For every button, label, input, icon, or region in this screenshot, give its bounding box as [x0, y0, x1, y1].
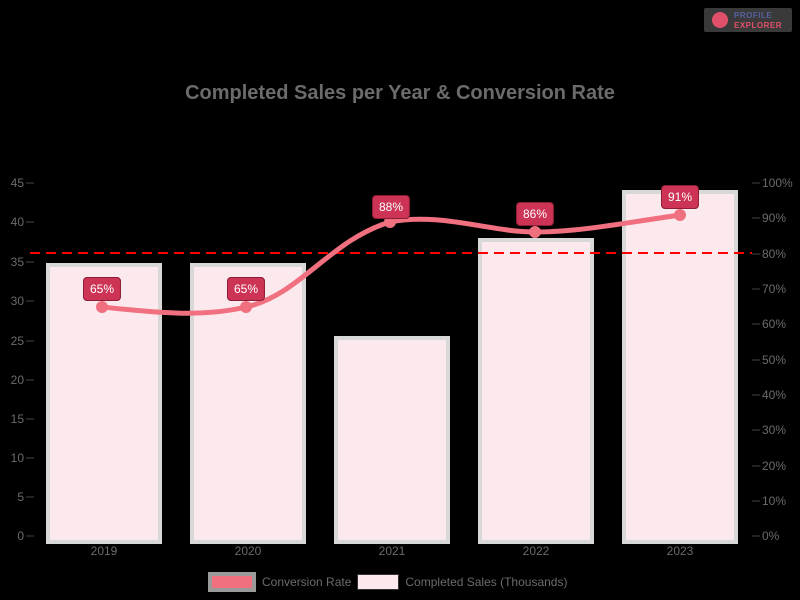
right-tick: 0% — [762, 529, 780, 543]
point-2023[interactable] — [674, 209, 686, 221]
legend-swatch-bar[interactable] — [357, 574, 400, 590]
point-2022[interactable] — [529, 226, 541, 238]
right-tick: 70% — [762, 282, 787, 296]
data-label-2021: 88% — [371, 195, 411, 219]
point-2020[interactable] — [240, 301, 252, 313]
x-tick: 2019 — [90, 544, 118, 558]
data-label-2020: 65% — [226, 277, 266, 301]
right-tick: 80% — [762, 247, 787, 261]
chart-legend: Conversion Rate Completed Sales (Thousan… — [208, 568, 573, 596]
right-tick: 100% — [762, 176, 793, 190]
left-tick: 20 — [10, 373, 24, 387]
left-axis-ticks — [26, 182, 34, 537]
right-tick: 20% — [762, 459, 787, 473]
x-tick: 2021 — [378, 544, 406, 558]
bar-series — [46, 190, 738, 544]
right-axis-ticks — [752, 182, 760, 537]
right-tick: 40% — [762, 388, 787, 402]
logo-text-bottom: EXPLORER — [734, 21, 783, 30]
point-2019[interactable] — [96, 301, 108, 313]
left-tick: 10 — [10, 451, 24, 465]
data-label-2019: 65% — [82, 277, 122, 301]
legend-label-line[interactable]: Conversion Rate — [262, 575, 352, 589]
right-tick: 30% — [762, 423, 787, 437]
x-tick: 2023 — [666, 544, 694, 558]
left-tick: 15 — [10, 412, 24, 426]
right-tick: 10% — [762, 494, 787, 508]
brand-logo: PROFILE EXPLORER — [704, 8, 792, 32]
left-tick: 25 — [10, 334, 24, 348]
chart-title: Completed Sales per Year & Conversion Ra… — [185, 82, 615, 104]
logo-icon — [712, 12, 728, 28]
data-label-2022: 86% — [515, 202, 555, 226]
bar-2023[interactable] — [622, 190, 738, 544]
x-tick: 2020 — [234, 544, 262, 558]
left-tick: 35 — [10, 255, 24, 269]
left-tick: 30 — [10, 294, 24, 308]
left-tick: 5 — [17, 490, 24, 504]
right-tick: 60% — [762, 317, 787, 331]
point-2021[interactable] — [384, 216, 396, 228]
legend-swatch-line[interactable] — [208, 572, 256, 592]
right-tick: 90% — [762, 211, 787, 225]
bar-2022[interactable] — [478, 238, 594, 544]
left-tick: 40 — [10, 215, 24, 229]
conversion-points — [96, 209, 686, 313]
data-label-2023: 91% — [660, 185, 700, 209]
legend-label-bar[interactable]: Completed Sales (Thousands) — [405, 575, 568, 589]
bar-2021[interactable] — [334, 336, 450, 544]
x-tick: 2022 — [522, 544, 550, 558]
logo-text-top: PROFILE — [734, 11, 773, 20]
left-tick: 0 — [17, 529, 24, 543]
left-tick: 45 — [10, 176, 24, 190]
right-tick: 50% — [762, 353, 787, 367]
